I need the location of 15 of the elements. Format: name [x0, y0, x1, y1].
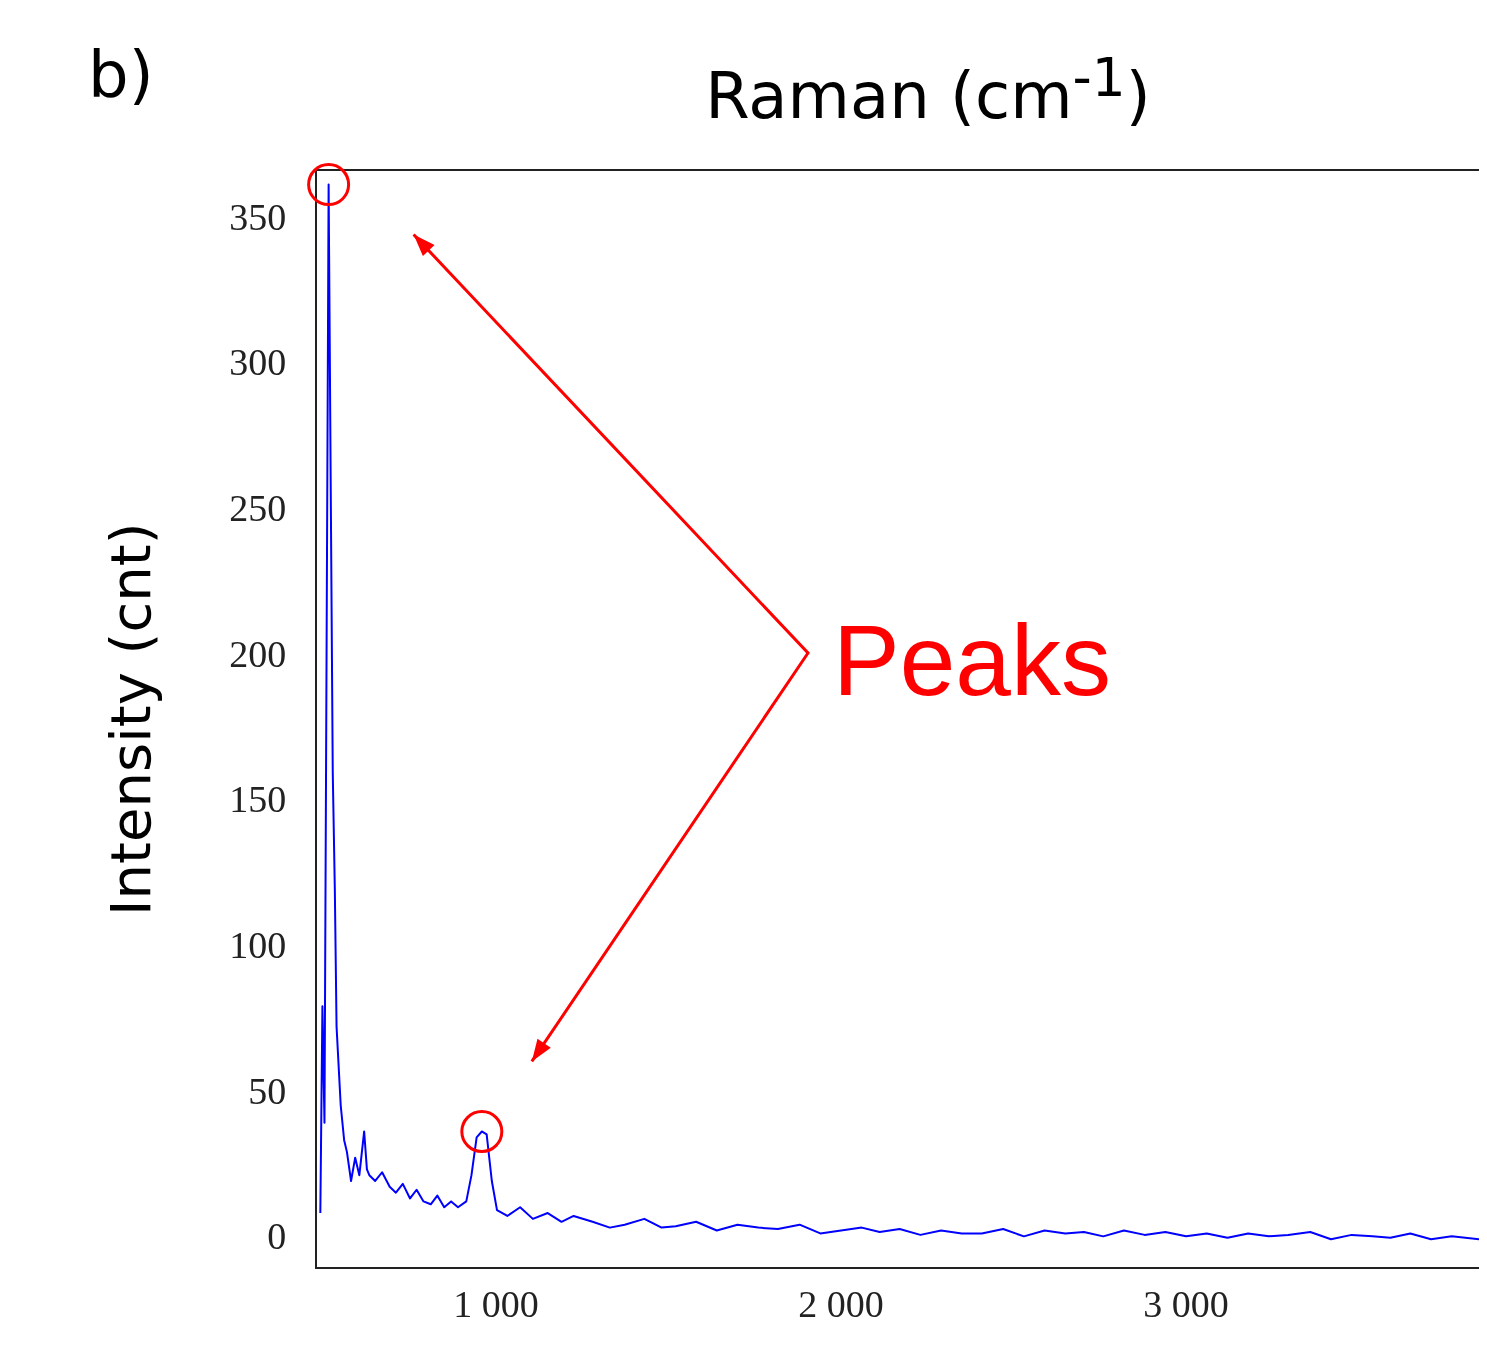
- y-tick-label: 0: [267, 1215, 287, 1258]
- y-tick-label: 100: [229, 923, 287, 966]
- y-tick-label: 350: [229, 195, 287, 238]
- text: b): [88, 38, 154, 112]
- x-axis-title: Raman (cm$^{-1}$): [704, 46, 1152, 134]
- y-tick-label: 50: [248, 1069, 287, 1112]
- y-tick-label: 150: [229, 778, 287, 821]
- y-axis-title: Intensity (cnt): [98, 522, 164, 916]
- x-tick-label: 3 000: [1143, 1283, 1229, 1326]
- annotation: Peaks: [833, 603, 1111, 718]
- y-tick-label: 300: [229, 341, 287, 384]
- x-tick-label: 1 000: [453, 1283, 539, 1326]
- y-tick-label: 250: [229, 486, 287, 529]
- y-tick-label: 200: [229, 632, 287, 675]
- x-tick-label: 2 000: [798, 1283, 884, 1326]
